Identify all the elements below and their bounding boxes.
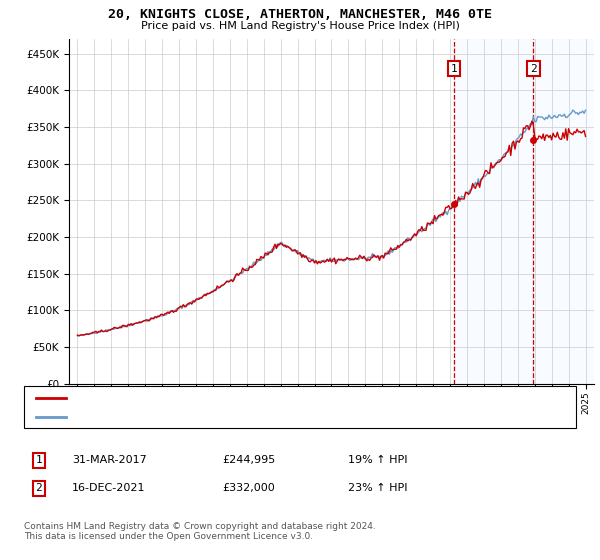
- Text: 2: 2: [35, 483, 43, 493]
- Text: £332,000: £332,000: [222, 483, 275, 493]
- Text: 23% ↑ HPI: 23% ↑ HPI: [348, 483, 407, 493]
- Text: 20, KNIGHTS CLOSE, ATHERTON, MANCHESTER, M46 0TE (detached house): 20, KNIGHTS CLOSE, ATHERTON, MANCHESTER,…: [72, 393, 462, 403]
- Text: 2: 2: [530, 63, 537, 73]
- Text: 20, KNIGHTS CLOSE, ATHERTON, MANCHESTER, M46 0TE: 20, KNIGHTS CLOSE, ATHERTON, MANCHESTER,…: [108, 8, 492, 21]
- Bar: [454, 39, 533, 384]
- Text: Price paid vs. HM Land Registry's House Price Index (HPI): Price paid vs. HM Land Registry's House …: [140, 21, 460, 31]
- Text: 19% ↑ HPI: 19% ↑ HPI: [348, 455, 407, 465]
- Text: 1: 1: [35, 455, 43, 465]
- Bar: [533, 39, 594, 384]
- Text: 16-DEC-2021: 16-DEC-2021: [72, 483, 146, 493]
- Text: Contains HM Land Registry data © Crown copyright and database right 2024.
This d: Contains HM Land Registry data © Crown c…: [24, 522, 376, 542]
- Text: 31-MAR-2017: 31-MAR-2017: [72, 455, 147, 465]
- Text: 1: 1: [451, 63, 458, 73]
- Text: £244,995: £244,995: [222, 455, 275, 465]
- Text: HPI: Average price, detached house, Wigan: HPI: Average price, detached house, Wiga…: [72, 412, 298, 422]
